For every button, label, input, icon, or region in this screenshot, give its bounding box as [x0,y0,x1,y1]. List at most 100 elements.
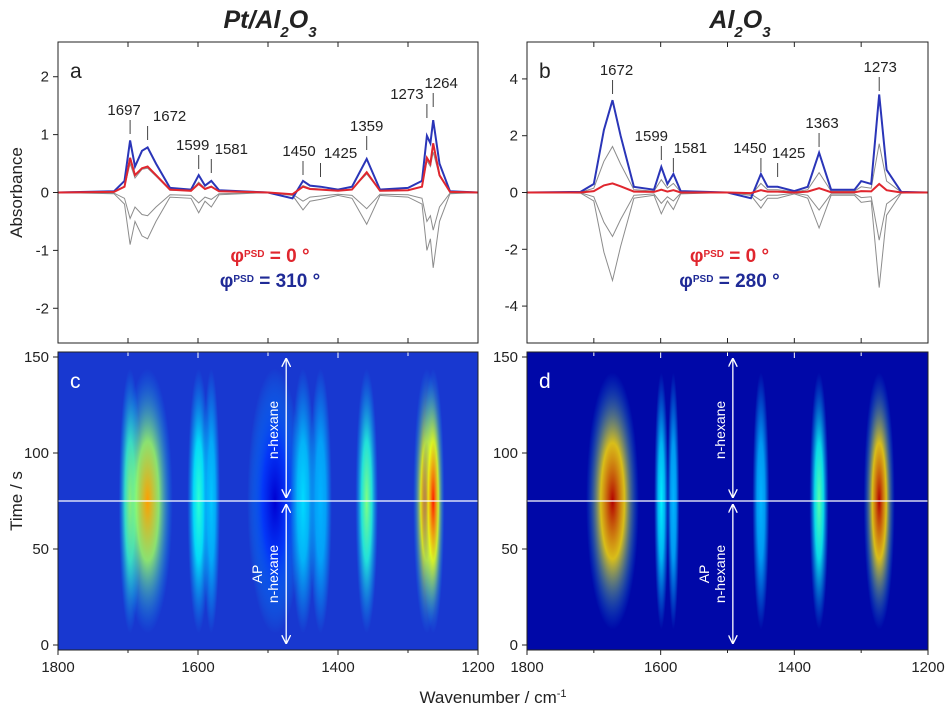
peak-label: 1273 [864,59,897,76]
peak-label: 1363 [805,115,838,132]
phase-annotation: φPSD = 0 ° [690,246,769,267]
phi-text: = 0 ° [265,246,310,267]
phi-text: = 280 ° [713,271,779,292]
panel-label: b [539,60,551,83]
title-text: O [289,6,309,34]
y-tick-label: -2 [36,300,49,317]
arrow-label: AP [696,565,712,584]
phase-annotation: φPSD = 310 ° [220,271,320,292]
y-tick-label: 1 [41,127,49,144]
peak-label: 1273 [390,86,423,103]
peak-label: 1450 [282,143,315,160]
plot-frame [526,41,929,344]
peak-label: 1359 [350,118,383,135]
peak-label: 1697 [107,102,140,119]
peak-label: 1599 [176,137,209,154]
x-axis-label: Wavenumber / cm-1 [419,688,566,707]
panel-label: c [70,370,81,393]
y-tick-label: -1 [36,242,49,259]
peak-label: 1450 [733,140,766,157]
peak-label: 1599 [635,128,668,145]
x-tick-label: 1800 [510,659,543,676]
x-axis-label-sup: -1 [557,688,567,700]
spectrum [58,143,478,196]
x-tick-label: 1400 [778,659,811,676]
arrow-label: n-hexane [712,545,728,604]
arrow-label: n-hexane [265,401,281,460]
x-tick-label: 1400 [321,659,354,676]
arrow-label: AP [249,565,265,584]
y-tick-label: -2 [505,241,518,258]
y-tick-label: 50 [32,541,49,558]
x-tick-label: 1200 [911,659,944,676]
y-tick-label: 0 [510,185,518,202]
phi-text: = 0 ° [724,246,769,267]
phi-symbol: φ [679,271,693,292]
y-tick-label: 150 [24,349,49,366]
title-text: Al [708,6,735,34]
panel-label: a [70,60,82,83]
peak-label: 1672 [600,62,633,79]
peak-label: 1581 [674,140,707,157]
spectrum [527,143,928,196]
phi-sup: PSD [244,249,265,260]
y-tick-label: 0 [41,637,49,654]
title-text: Pt/Al [223,6,281,34]
arrow-label: n-hexane [712,401,728,460]
y-tick-label: 4 [510,71,518,88]
y-tick-label: 2 [41,69,49,86]
x-tick-label: 1200 [461,659,494,676]
y-tick-label: 100 [493,445,518,462]
y-tick-label: -4 [505,298,518,315]
title-subscript: 2 [279,24,289,41]
phi-symbol: φ [220,271,234,292]
y-tick-label: 50 [501,541,518,558]
plot-frame [57,41,479,344]
peak-label: 1425 [772,145,805,162]
y-tick-label: 100 [24,445,49,462]
lines [527,94,928,288]
peak-label: 1425 [324,145,357,162]
phi-sup: PSD [693,274,714,285]
phase-annotation: φPSD = 280 ° [679,271,779,292]
title-subscript: 3 [762,24,771,41]
spectrum [58,191,478,231]
spectrum [527,191,928,288]
spectrum [527,182,928,195]
x-tick-label: 1600 [181,659,214,676]
y-tick-label: 2 [510,128,518,145]
phase-annotation: φPSD = 0 ° [230,246,309,267]
spectrum [527,94,928,200]
x-axis-label-text: Wavenumber / cm [419,688,556,707]
lines [58,119,478,268]
title-subscript: 2 [733,24,743,41]
y-axis-label: Absorbance [7,147,26,238]
y-tick-label: 0 [41,185,49,202]
peak-label: 1581 [215,141,248,158]
spectrum [527,191,928,241]
phi-symbol: φ [230,246,244,267]
phi-text: = 310 ° [254,271,320,292]
plot-frame [526,351,929,651]
y-tick-label: 0 [510,637,518,654]
y-axis-label: Time / s [7,471,26,531]
peak-label: 1264 [425,75,458,92]
phi-symbol: φ [690,246,704,267]
title-subscript: 3 [308,24,317,41]
y-tick-label: 150 [493,349,518,366]
title-text: O [743,6,763,34]
panel-title: Al2O3 [708,6,771,41]
phi-sup: PSD [703,249,724,260]
x-tick-label: 1600 [644,659,677,676]
peak-label: 1672 [153,108,186,125]
x-tick-label: 1800 [41,659,74,676]
panel-label: d [539,370,551,393]
spectrum [58,119,478,200]
panel-title: Pt/Al2O3 [223,6,317,41]
plot-frame [57,351,479,651]
